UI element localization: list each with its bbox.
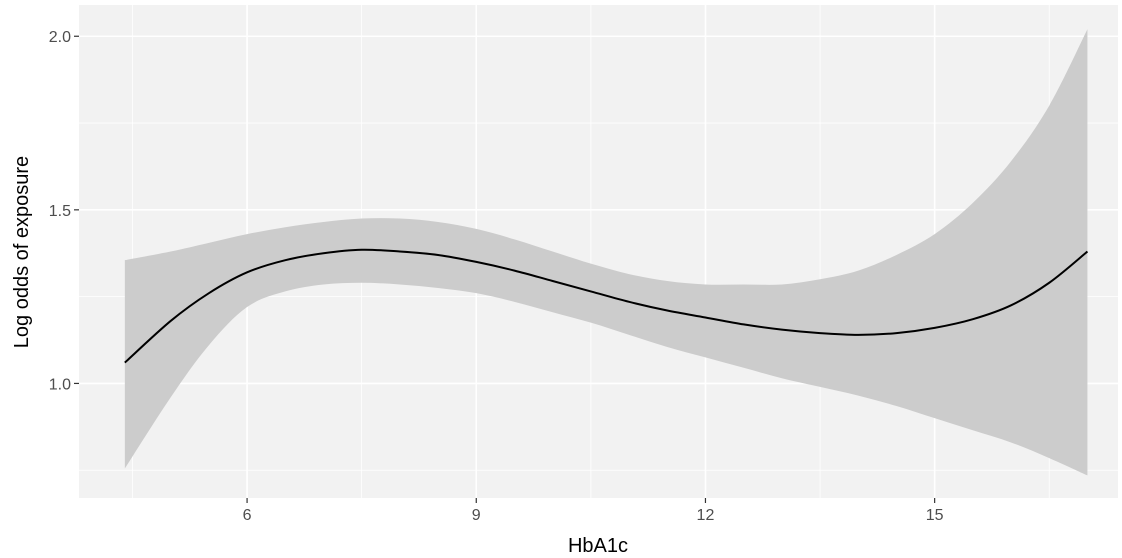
y-tick-label: 1.5 [49,203,71,220]
x-tick-label: 6 [243,507,252,524]
y-tick-label: 2.0 [49,29,71,46]
y-axis-ticks: 1.0 1.5 2.0 [49,29,79,393]
x-tick-label: 12 [697,507,715,524]
x-tick-label: 15 [926,507,944,524]
x-tick-label: 9 [472,507,481,524]
x-axis-title: HbA1c [568,535,628,557]
confidence-ribbon [124,29,1088,476]
y-tick-label: 1.0 [49,376,71,393]
fitted-line [124,248,1089,364]
x-axis-ticks: 6 9 12 15 [243,498,944,524]
y-axis-title: Log odds of exposure [11,156,33,348]
